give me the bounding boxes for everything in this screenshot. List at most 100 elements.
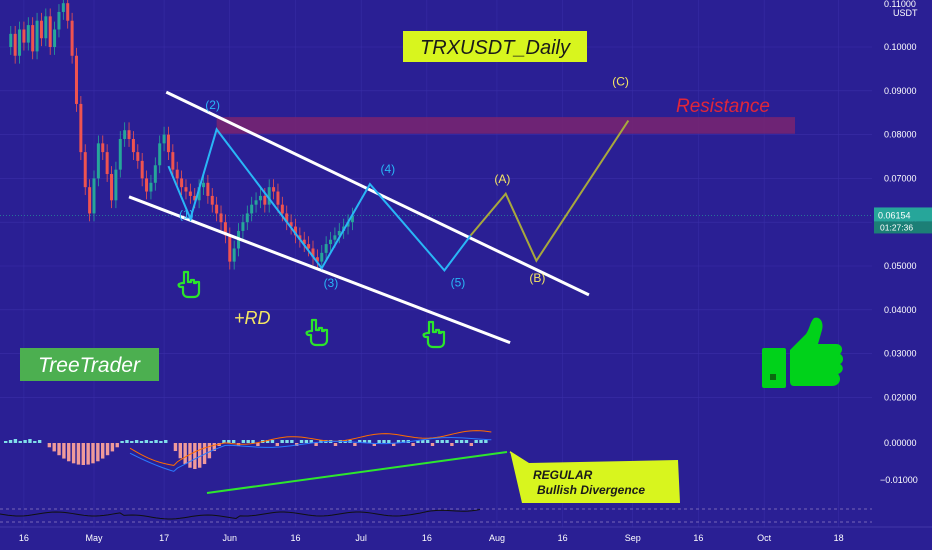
- macd-histogram-bar: [18, 441, 22, 443]
- y-tick-label: 0.04000: [884, 305, 917, 315]
- current-price-label: 0.06154: [878, 210, 911, 220]
- macd-histogram-bar: [91, 443, 95, 464]
- resistance-zone: Resistance: [216, 96, 795, 134]
- macd-histogram-bar: [474, 440, 478, 443]
- candle-body: [101, 143, 105, 153]
- macd-histogram-bar: [421, 440, 425, 443]
- candles-layer: [9, 0, 354, 270]
- countdown-badge: [874, 221, 932, 234]
- macd-histogram-bar: [411, 443, 415, 446]
- candle-body: [241, 222, 245, 231]
- macd-histogram-bar: [304, 440, 309, 443]
- thumbs-up-icon: [762, 317, 843, 388]
- macd-histogram-bar: [222, 440, 226, 443]
- x-tick-label: 16: [693, 533, 703, 543]
- candle-body: [280, 204, 284, 214]
- divergence-note-line2: Bullish Divergence: [537, 483, 645, 497]
- candle-body: [215, 204, 219, 214]
- y-tick-label: 0.09000: [884, 86, 917, 96]
- signal-line: [129, 430, 492, 466]
- candle-body: [22, 29, 26, 43]
- candle-body: [61, 3, 65, 12]
- macd-histogram-bar: [396, 440, 401, 443]
- y-tick-label: 0.08000: [884, 130, 917, 140]
- candle-body: [202, 182, 205, 188]
- macd-histogram-bar: [134, 440, 139, 443]
- macd-histogram-bar: [130, 441, 134, 443]
- candle-body: [96, 143, 100, 179]
- macd-histogram-bar: [101, 443, 105, 459]
- macd-histogram-bar: [139, 441, 144, 443]
- divergence-note-box: [510, 451, 680, 503]
- countdown-label: 01:27:36: [880, 222, 913, 232]
- candle-body: [346, 222, 350, 227]
- macd-histogram-bar: [227, 440, 231, 443]
- x-tick-label: Aug: [489, 533, 505, 543]
- unit-label: USDT: [893, 8, 918, 18]
- projection-line: [469, 120, 630, 263]
- macd-histogram-bar: [425, 440, 430, 443]
- title-box: [403, 31, 587, 62]
- macd-histogram-bar: [62, 443, 66, 459]
- x-tick-label: Jul: [355, 533, 367, 543]
- macd-histogram-bar: [479, 440, 483, 443]
- macd-histogram-bar: [86, 443, 90, 465]
- candle-body: [88, 187, 92, 214]
- current-price-badge: [874, 207, 932, 222]
- candle-body: [79, 103, 83, 153]
- macd-histogram-bar: [188, 443, 192, 468]
- candle-body: [272, 187, 276, 192]
- candle-body: [131, 138, 135, 153]
- macd-histogram-bar: [280, 440, 284, 443]
- macd-histogram-bar: [23, 440, 27, 443]
- candle-body: [162, 134, 166, 144]
- wave-count-label: (1): [179, 208, 194, 222]
- wave-count-label: (2): [205, 98, 220, 112]
- candle-body: [276, 191, 280, 205]
- x-tick-label: 16: [558, 533, 568, 543]
- projection-count-label: (C): [612, 75, 629, 89]
- macd-histogram-bar: [362, 440, 367, 443]
- candle-body: [206, 182, 210, 196]
- candle-body: [311, 248, 315, 258]
- macd-histogram-bar: [445, 440, 449, 443]
- candle-body: [83, 152, 87, 188]
- macd-histogram-bar: [387, 440, 391, 443]
- wave-lines: [167, 120, 630, 272]
- candle-body: [293, 226, 297, 236]
- macd-histogram-bar: [377, 440, 381, 443]
- candle-body: [184, 187, 188, 192]
- macd-histogram-bar: [37, 440, 42, 443]
- candle-body: [53, 29, 57, 47]
- macd-histogram-bar: [120, 441, 124, 443]
- candle-body: [44, 16, 48, 39]
- macd-histogram-bar: [110, 443, 115, 452]
- annotations-layer: TRXUSDT_Daily +RD TreeTrader REGULARBullish…: [20, 31, 932, 503]
- macd-histogram-bar: [392, 443, 396, 446]
- candle-body: [92, 178, 96, 214]
- candle-body: [9, 33, 13, 47]
- x-tick-label: 18: [834, 533, 844, 543]
- brand-badge: [20, 348, 159, 381]
- candle-body: [285, 213, 289, 223]
- wave-count-label: (3): [324, 276, 339, 290]
- candle-body: [258, 195, 262, 201]
- elliott-wave-line: [167, 127, 472, 272]
- oscillator-pane: [0, 508, 872, 523]
- divergence-line: [206, 451, 508, 494]
- macd-histogram-bar: [455, 440, 459, 443]
- macd-histogram-bar: [81, 443, 85, 465]
- oscillator-line: [0, 508, 481, 520]
- macd-histogram-bar: [178, 443, 182, 459]
- x-tick-label: 16: [422, 533, 432, 543]
- candle-body: [320, 252, 324, 262]
- macd-histogram-bar: [159, 441, 163, 443]
- macd-histogram-bar: [28, 439, 32, 443]
- candle-body: [350, 215, 354, 223]
- wave-count-label: (5): [451, 276, 466, 290]
- macd-histogram-bar: [8, 440, 13, 443]
- x-tick-label: 16: [19, 533, 29, 543]
- macd-histogram-bar: [149, 441, 153, 443]
